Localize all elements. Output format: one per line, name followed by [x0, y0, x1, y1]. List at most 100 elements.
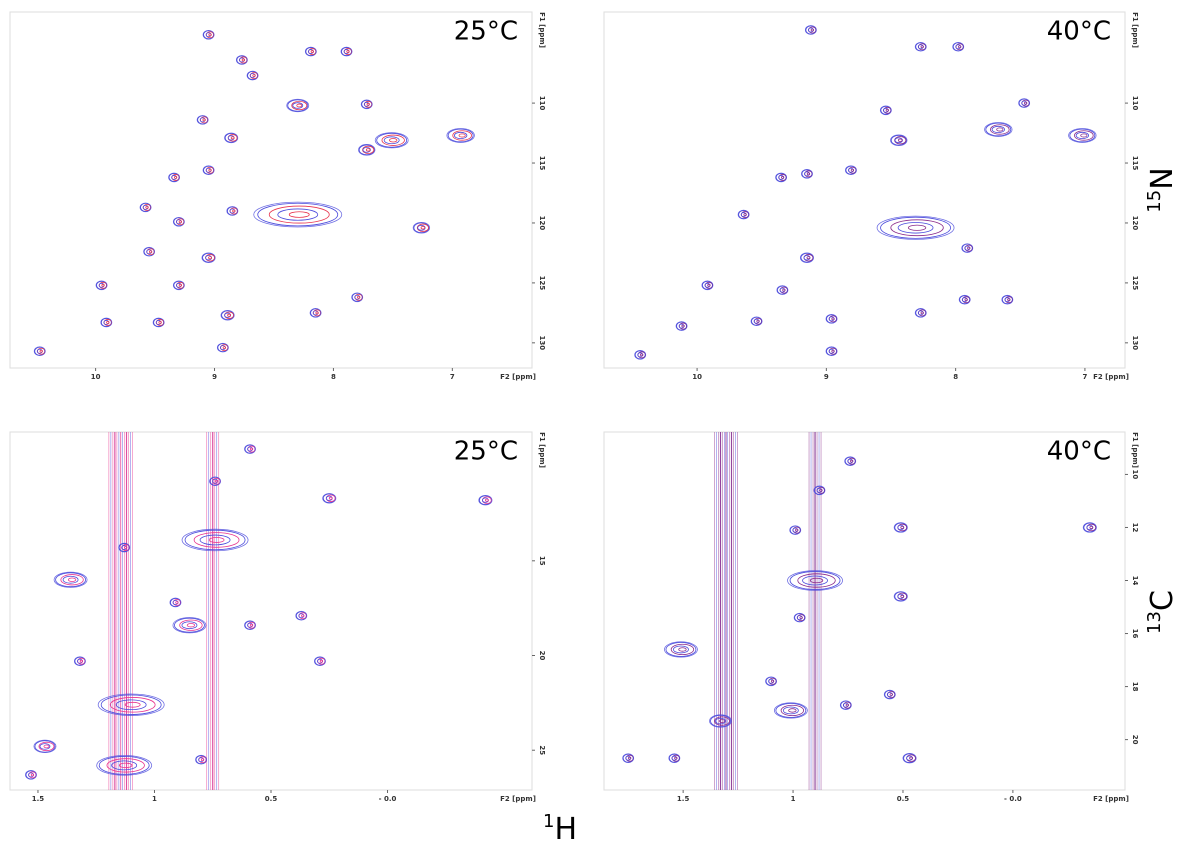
- panel-title: 25°C: [454, 437, 518, 467]
- symbol: C: [1145, 590, 1180, 611]
- contour-ring: [230, 136, 235, 140]
- ridge: [120, 432, 133, 790]
- contour-ring: [775, 703, 807, 718]
- peak: [196, 115, 209, 125]
- y-tick-label: 16: [1131, 629, 1139, 639]
- peak: [893, 591, 908, 602]
- peak: [181, 528, 249, 552]
- ridge: [108, 432, 122, 790]
- contour-ring: [958, 45, 962, 49]
- peak: [984, 122, 1013, 137]
- contour-ring: [252, 74, 256, 77]
- ridge: [808, 432, 822, 790]
- peak: [845, 165, 857, 176]
- x-tick-label: 8: [953, 373, 958, 381]
- contour-ring: [1075, 131, 1089, 140]
- contour-ring: [967, 246, 971, 250]
- contour-ring: [208, 537, 225, 543]
- contour-ring: [715, 717, 726, 725]
- peak: [169, 597, 182, 608]
- contour-ring: [890, 219, 944, 237]
- peak: [360, 99, 373, 110]
- peak: [765, 676, 777, 687]
- peak: [914, 41, 927, 52]
- contour-ring: [301, 614, 305, 618]
- peak: [139, 202, 152, 213]
- peak: [412, 221, 431, 234]
- peak: [304, 46, 317, 57]
- contour-ring: [789, 571, 841, 590]
- ridge: [206, 432, 220, 790]
- peak: [709, 714, 732, 728]
- plot-frame: [603, 431, 1126, 791]
- contour-ring: [452, 130, 472, 141]
- contour-ring: [232, 209, 236, 213]
- contour-ring: [640, 353, 644, 357]
- y-tick-label: 18: [1131, 682, 1139, 692]
- peak: [701, 280, 714, 291]
- peak: [216, 342, 229, 353]
- peak: [118, 542, 131, 553]
- peak: [286, 98, 310, 113]
- peak: [224, 132, 239, 144]
- y-tick-label: 110: [1131, 96, 1139, 111]
- peak: [309, 308, 322, 318]
- y-tick-label: 120: [1131, 216, 1139, 231]
- peak: [202, 165, 215, 176]
- mass: 13: [1144, 611, 1165, 634]
- peak: [446, 128, 475, 143]
- peak: [478, 494, 493, 506]
- contour-ring: [319, 659, 324, 663]
- contour-ring: [850, 168, 855, 172]
- contour-ring: [797, 573, 836, 588]
- contour-ring: [214, 479, 219, 483]
- contour-ring: [315, 311, 319, 315]
- contour-ring: [806, 256, 811, 260]
- contour-ring: [145, 205, 149, 209]
- mass: 1: [543, 811, 554, 832]
- peak: [253, 201, 343, 228]
- y-tick-label: 20: [538, 651, 546, 661]
- peak: [844, 456, 857, 466]
- contour-ring: [799, 616, 803, 620]
- peak: [143, 246, 156, 257]
- contour-ring: [181, 621, 198, 630]
- contour-ring: [115, 699, 147, 711]
- contour-ring: [119, 762, 133, 769]
- plot-frame: [9, 431, 533, 791]
- peak: [804, 25, 817, 35]
- contour-ring: [296, 103, 303, 108]
- plot-frame: [9, 11, 533, 369]
- contour-ring: [30, 773, 35, 777]
- peak: [776, 285, 789, 295]
- contour-ring: [39, 349, 43, 353]
- peak: [750, 316, 763, 327]
- contour-ring: [681, 324, 685, 328]
- peak: [220, 310, 235, 321]
- peak: [668, 753, 681, 763]
- panel-title: 25°C: [454, 17, 518, 47]
- contour-ring: [328, 496, 333, 500]
- contour-ring: [782, 288, 786, 292]
- contour-ring: [227, 313, 231, 317]
- y-tick-label: 130: [538, 336, 546, 351]
- peak: [209, 476, 221, 487]
- x-axis-label: F2 [ppm]: [1093, 795, 1129, 803]
- peak: [773, 702, 808, 719]
- peak: [789, 525, 802, 535]
- x-tick-label: 7: [1082, 373, 1087, 381]
- plot-area: [622, 432, 1097, 790]
- peak: [775, 172, 788, 183]
- contour-ring: [850, 459, 854, 463]
- contour-ring: [909, 756, 913, 760]
- contour-ring: [179, 619, 203, 631]
- contour-ring: [184, 529, 246, 551]
- contour-ring: [900, 525, 905, 529]
- contour-ring: [707, 283, 711, 287]
- x-tick-label: 0.5: [265, 795, 278, 803]
- contour-ring: [678, 647, 687, 652]
- y-tick-label: 120: [538, 216, 546, 231]
- peak: [201, 252, 216, 263]
- y-axis-label: F1 [ppm]: [1131, 12, 1139, 48]
